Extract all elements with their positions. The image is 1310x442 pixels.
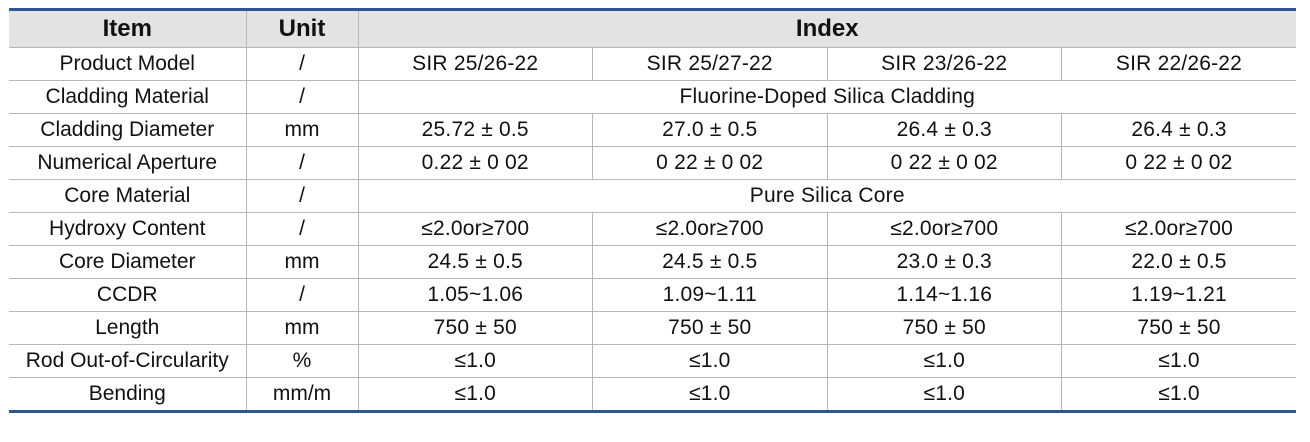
row-unit: / <box>245 179 359 213</box>
table-row: Core Material / Pure Silica Core <box>9 179 1296 213</box>
row-value: ≤2.0or≥700 <box>826 212 1062 246</box>
table-row: Numerical Aperture / 0.22 ± 0 02 0 22 ± … <box>9 146 1296 180</box>
row-value: 750 ± 50 <box>1061 311 1296 345</box>
row-item: Core Diameter <box>9 245 247 279</box>
row-item: Cladding Diameter <box>9 113 247 147</box>
row-item: Core Material <box>9 179 247 213</box>
row-item: Product Model <box>9 47 247 81</box>
row-value: SIR 22/26-22 <box>1061 47 1296 81</box>
row-value: ≤2.0or≥700 <box>1061 212 1296 246</box>
table-row: Bending mm/m ≤1.0 ≤1.0 ≤1.0 ≤1.0 <box>9 377 1296 412</box>
row-item: Numerical Aperture <box>9 146 247 180</box>
table-row: Product Model / SIR 25/26-22 SIR 25/27-2… <box>9 47 1296 81</box>
row-unit: mm <box>245 113 359 147</box>
row-unit: / <box>245 278 359 312</box>
row-value: SIR 25/26-22 <box>357 47 593 81</box>
table-row: Length mm 750 ± 50 750 ± 50 750 ± 50 750… <box>9 311 1296 345</box>
row-value: 24.5 ± 0.5 <box>357 245 593 279</box>
table-row: CCDR / 1.05~1.06 1.09~1.11 1.14~1.16 1.1… <box>9 278 1296 312</box>
row-value: 26.4 ± 0.3 <box>1061 113 1296 147</box>
row-value: ≤2.0or≥700 <box>357 212 593 246</box>
row-unit: mm/m <box>245 377 359 412</box>
table-row: Core Diameter mm 24.5 ± 0.5 24.5 ± 0.5 2… <box>9 245 1296 279</box>
row-value: ≤1.0 <box>1061 344 1296 378</box>
header-item: Item <box>9 9 247 48</box>
row-value: ≤1.0 <box>357 377 593 412</box>
row-value: ≤1.0 <box>592 377 828 412</box>
row-value: ≤1.0 <box>592 344 828 378</box>
row-value: 0 22 ± 0 02 <box>1061 146 1296 180</box>
row-value: 750 ± 50 <box>592 311 828 345</box>
row-value: ≤1.0 <box>357 344 593 378</box>
row-item: Length <box>9 311 247 345</box>
table-row: Rod Out-of-Circularity % ≤1.0 ≤1.0 ≤1.0 … <box>9 344 1296 378</box>
row-value: SIR 23/26-22 <box>826 47 1062 81</box>
row-unit: mm <box>245 245 359 279</box>
row-value: 1.09~1.11 <box>592 278 828 312</box>
row-value: 22.0 ± 0.5 <box>1061 245 1296 279</box>
header-unit: Unit <box>245 9 359 48</box>
row-unit: % <box>245 344 359 378</box>
header-index: Index <box>357 9 1296 48</box>
row-unit: / <box>245 212 359 246</box>
row-value: 24.5 ± 0.5 <box>592 245 828 279</box>
row-value: 0.22 ± 0 02 <box>357 146 593 180</box>
row-value: 1.05~1.06 <box>357 278 593 312</box>
row-value: SIR 25/27-22 <box>592 47 828 81</box>
row-value: 750 ± 50 <box>357 311 593 345</box>
row-merged-value: Fluorine-Doped Silica Cladding <box>357 80 1296 114</box>
row-unit: / <box>245 47 359 81</box>
row-value: 0 22 ± 0 02 <box>826 146 1062 180</box>
row-unit: / <box>245 80 359 114</box>
row-value: ≤1.0 <box>1061 377 1296 412</box>
table-row: Cladding Diameter mm 25.72 ± 0.5 27.0 ± … <box>9 113 1296 147</box>
row-merged-value: Pure Silica Core <box>357 179 1296 213</box>
table-row: Hydroxy Content / ≤2.0or≥700 ≤2.0or≥700 … <box>9 212 1296 246</box>
row-value: ≤1.0 <box>826 377 1062 412</box>
row-value: ≤1.0 <box>826 344 1062 378</box>
row-value: 25.72 ± 0.5 <box>357 113 593 147</box>
row-item: Hydroxy Content <box>9 212 247 246</box>
header-row: Item Unit Index <box>9 9 1296 48</box>
row-value: 750 ± 50 <box>826 311 1062 345</box>
row-unit: / <box>245 146 359 180</box>
row-value: ≤2.0or≥700 <box>592 212 828 246</box>
row-value: 1.19~1.21 <box>1061 278 1296 312</box>
specification-table: Item Unit Index Product Model / SIR 25/2… <box>9 8 1296 413</box>
row-value: 0 22 ± 0 02 <box>592 146 828 180</box>
row-item: CCDR <box>9 278 247 312</box>
spec-table-container: Item Unit Index Product Model / SIR 25/2… <box>9 8 1296 413</box>
row-unit: mm <box>245 311 359 345</box>
row-value: 26.4 ± 0.3 <box>826 113 1062 147</box>
row-value: 27.0 ± 0.5 <box>592 113 828 147</box>
row-value: 23.0 ± 0.3 <box>826 245 1062 279</box>
table-row: Cladding Material / Fluorine-Doped Silic… <box>9 80 1296 114</box>
row-value: 1.14~1.16 <box>826 278 1062 312</box>
row-item: Bending <box>9 377 247 412</box>
row-item: Rod Out-of-Circularity <box>9 344 247 378</box>
row-item: Cladding Material <box>9 80 247 114</box>
